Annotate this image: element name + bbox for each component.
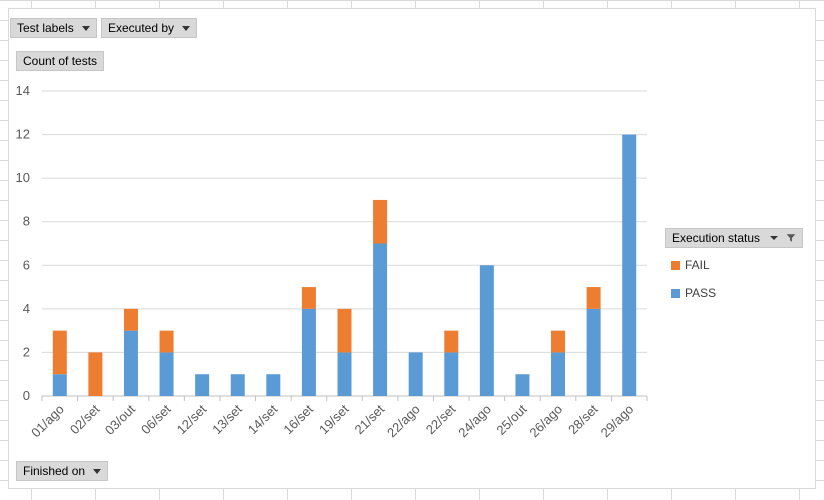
- test-labels-filter-button[interactable]: Test labels: [10, 18, 97, 38]
- executed-by-filter-button[interactable]: Executed by: [101, 18, 198, 38]
- execution-status-filter-button[interactable]: Execution status: [665, 228, 803, 248]
- chevron-down-icon: [770, 236, 779, 240]
- legend-item-pass: PASS: [671, 286, 716, 300]
- chevron-down-icon: [93, 468, 102, 474]
- execution-status-label: Execution status: [672, 231, 761, 245]
- count-of-tests-field-button[interactable]: Count of tests: [16, 51, 105, 71]
- filter-icon: [786, 234, 796, 242]
- legend-label-pass: PASS: [685, 286, 717, 300]
- executed-by-filter-label: Executed by: [108, 21, 175, 35]
- pivot-chart[interactable]: [8, 8, 816, 489]
- legend-item-fail: FAIL: [671, 258, 710, 272]
- legend-swatch-pass: [671, 288, 680, 298]
- count-of-tests-label: Count of tests: [23, 54, 98, 68]
- finished-on-filter-button[interactable]: Finished on: [16, 461, 109, 481]
- legend-swatch-fail: [671, 260, 680, 270]
- chevron-down-icon: [182, 25, 191, 31]
- finished-on-filter-label: Finished on: [23, 464, 86, 478]
- chevron-down-icon: [81, 25, 90, 31]
- test-labels-filter-label: Test labels: [17, 21, 74, 35]
- legend-label-fail: FAIL: [685, 258, 710, 272]
